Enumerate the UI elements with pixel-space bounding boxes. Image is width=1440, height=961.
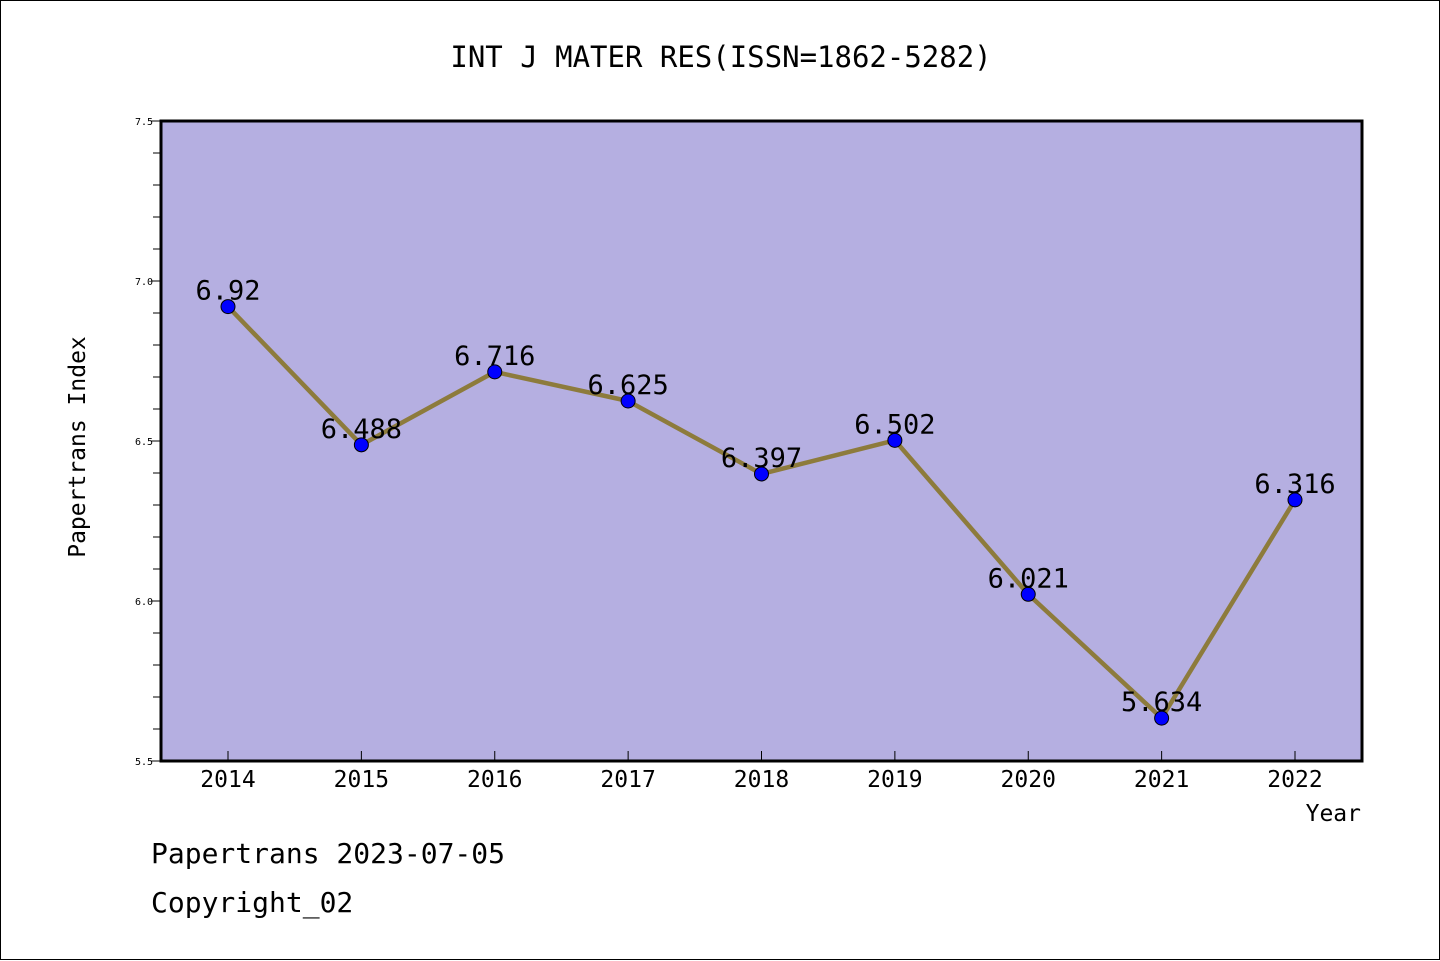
data-labels-group: 6.92 6.488 6.716 6.625 6.397 6.502 6.021 5.634 6…	[195, 276, 1335, 719]
markers-group	[220, 299, 1303, 726]
data-label: 6.021	[988, 563, 1069, 594]
x-tick-label: 2018	[734, 767, 789, 793]
data-point-marker	[1020, 586, 1036, 602]
x-tick-label: 2016	[467, 767, 522, 793]
data-label: 6.502	[854, 409, 935, 440]
x-tick-label: 2014	[200, 767, 255, 793]
x-axis-labels: 2014 2015 2016 2017 2018 2019 2020 2021 2022	[200, 767, 1322, 793]
x-tick-label: 2022	[1267, 767, 1322, 793]
footer-copyright-text: Copyright_02	[151, 886, 354, 919]
y-tick-label: 7.5	[135, 117, 153, 128]
data-point-marker	[754, 466, 769, 482]
data-point-marker	[887, 432, 903, 448]
x-tick-label: 2021	[1134, 767, 1189, 793]
y-axis-ticks	[151, 120, 161, 762]
x-tick-label: 2017	[600, 767, 655, 793]
data-label: 6.397	[721, 443, 802, 474]
y-tick-label: 6.5	[135, 437, 153, 448]
x-tick-label: 2020	[1001, 767, 1056, 793]
y-tick-label: 5.5	[135, 757, 153, 768]
data-point-marker	[487, 364, 503, 380]
y-axis-labels: 5.5 6.0 6.5 7.0 7.5	[135, 117, 153, 768]
data-point-marker	[1287, 492, 1303, 508]
y-tick-label: 6.0	[135, 597, 153, 608]
y-axis-title: Papertrans Index	[65, 336, 91, 558]
data-point-marker	[353, 437, 369, 453]
data-label: 6.488	[321, 414, 402, 445]
x-tick-label: 2019	[867, 767, 922, 793]
data-label: 6.92	[195, 276, 260, 307]
x-axis-ticks	[227, 751, 1296, 761]
data-point-marker	[620, 393, 636, 409]
data-label: 6.625	[587, 370, 668, 401]
data-point-marker	[220, 299, 236, 315]
data-label: 6.316	[1254, 469, 1335, 500]
data-point-marker	[1154, 710, 1170, 726]
data-label: 6.716	[454, 341, 535, 372]
y-tick-label: 7.0	[135, 277, 153, 288]
data-label: 5.634	[1121, 687, 1202, 718]
x-tick-label: 2015	[334, 767, 389, 793]
chart-title: INT J MATER RES(ISSN=1862-5282)	[450, 40, 991, 74]
footer-date-text: Papertrans 2023-07-05	[151, 837, 506, 870]
x-axis-title: Year	[1306, 801, 1361, 827]
